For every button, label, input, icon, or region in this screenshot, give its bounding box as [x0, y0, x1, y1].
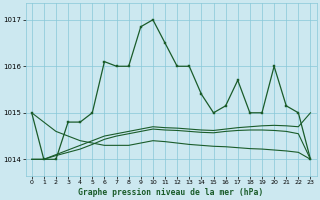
X-axis label: Graphe pression niveau de la mer (hPa): Graphe pression niveau de la mer (hPa): [78, 188, 264, 197]
